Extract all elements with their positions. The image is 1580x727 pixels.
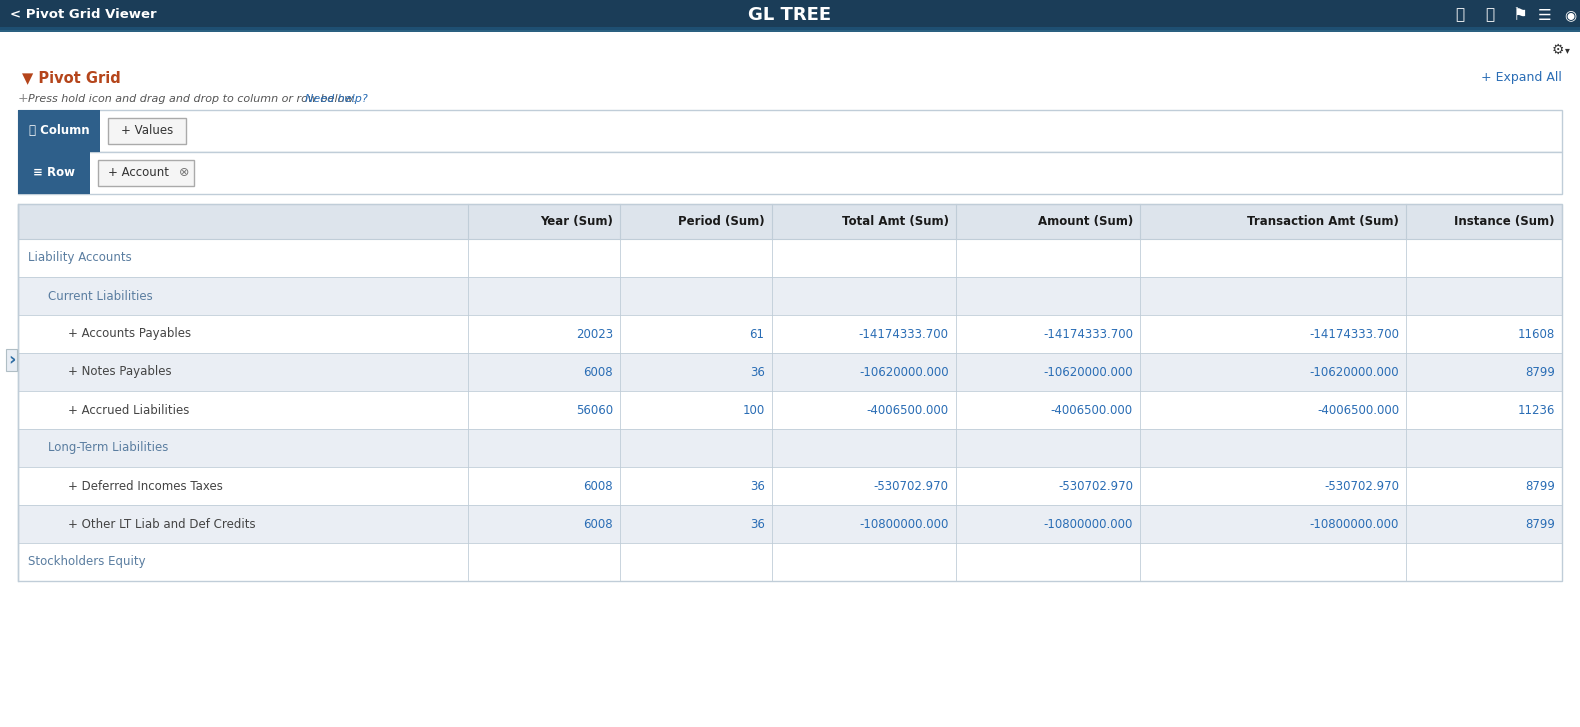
Text: + Other LT Liab and Def Credits: + Other LT Liab and Def Credits: [68, 518, 256, 531]
Text: Instance (Sum): Instance (Sum): [1455, 215, 1555, 228]
Bar: [17, 204, 1563, 239]
Text: Total Amt (Sum): Total Amt (Sum): [842, 215, 948, 228]
Text: Year (Sum): Year (Sum): [540, 215, 613, 228]
Text: 8799: 8799: [1525, 366, 1555, 379]
Text: -14174333.700: -14174333.700: [1310, 327, 1400, 340]
Text: 36: 36: [750, 366, 765, 379]
Text: 36: 36: [750, 480, 765, 492]
Text: ›: ›: [8, 351, 16, 369]
Text: -10800000.000: -10800000.000: [1310, 518, 1400, 531]
Text: Need help?: Need help?: [305, 94, 368, 104]
Text: -14174333.700: -14174333.700: [860, 327, 948, 340]
Text: Period (Sum): Period (Sum): [678, 215, 765, 228]
Text: -530702.970: -530702.970: [1059, 480, 1133, 492]
Text: 6008: 6008: [583, 366, 613, 379]
Text: + Notes Payables: + Notes Payables: [68, 366, 172, 379]
Bar: [17, 277, 1563, 315]
Text: -4006500.000: -4006500.000: [866, 403, 948, 417]
Text: ☰: ☰: [1539, 7, 1552, 23]
Text: Press hold icon and drag and drop to column or row below.: Press hold icon and drag and drop to col…: [28, 94, 356, 104]
Text: + Account: + Account: [107, 166, 169, 180]
Text: 11236: 11236: [1518, 403, 1555, 417]
Bar: [17, 239, 1563, 277]
Text: -10800000.000: -10800000.000: [860, 518, 948, 531]
Text: ≡ Row: ≡ Row: [33, 166, 74, 180]
Text: Current Liabilities: Current Liabilities: [47, 289, 153, 302]
Text: Transaction Amt (Sum): Transaction Amt (Sum): [1247, 215, 1400, 228]
Bar: [17, 204, 1563, 581]
Bar: [17, 110, 1563, 152]
Text: ⚑: ⚑: [1512, 6, 1528, 24]
Text: ⧉ Column: ⧉ Column: [28, 124, 90, 137]
Bar: [0, 30, 1580, 32]
Bar: [17, 315, 1563, 353]
Text: 36: 36: [750, 518, 765, 531]
Text: 20023: 20023: [575, 327, 613, 340]
Bar: [0, 27, 1580, 30]
Text: Stockholders Equity: Stockholders Equity: [28, 555, 145, 569]
Bar: [17, 429, 1563, 467]
Text: 6008: 6008: [583, 480, 613, 492]
Text: -10620000.000: -10620000.000: [1310, 366, 1400, 379]
Text: 8799: 8799: [1525, 518, 1555, 531]
Text: + Deferred Incomes Taxes: + Deferred Incomes Taxes: [68, 480, 223, 492]
Bar: [17, 353, 1563, 391]
Text: -4006500.000: -4006500.000: [1318, 403, 1400, 417]
Text: 🔍: 🔍: [1485, 7, 1495, 23]
Bar: [98, 160, 194, 186]
Bar: [0, 0, 1580, 30]
Text: ⚙: ⚙: [1552, 43, 1564, 57]
Text: Liability Accounts: Liability Accounts: [28, 252, 131, 265]
Bar: [17, 152, 1563, 194]
Text: 56060: 56060: [575, 403, 613, 417]
Text: -530702.970: -530702.970: [874, 480, 948, 492]
Text: -4006500.000: -4006500.000: [1051, 403, 1133, 417]
Bar: [17, 505, 1563, 543]
Text: + Values: + Values: [122, 124, 174, 137]
Text: -14174333.700: -14174333.700: [1043, 327, 1133, 340]
Text: ▾: ▾: [1564, 45, 1569, 55]
Text: + Expand All: + Expand All: [1480, 71, 1563, 84]
Text: ▼ Pivot Grid: ▼ Pivot Grid: [22, 71, 120, 86]
Text: GL TREE: GL TREE: [749, 6, 831, 24]
Text: 6008: 6008: [583, 518, 613, 531]
Text: ◉: ◉: [1564, 8, 1577, 22]
Text: + Accrued Liabilities: + Accrued Liabilities: [68, 403, 190, 417]
Text: 11608: 11608: [1518, 327, 1555, 340]
Text: 8799: 8799: [1525, 480, 1555, 492]
Text: 61: 61: [749, 327, 765, 340]
Bar: [17, 543, 1563, 581]
Bar: [17, 467, 1563, 505]
Text: -10620000.000: -10620000.000: [1043, 366, 1133, 379]
Text: < Pivot Grid Viewer: < Pivot Grid Viewer: [9, 9, 156, 22]
Text: Amount (Sum): Amount (Sum): [1038, 215, 1133, 228]
Text: -10620000.000: -10620000.000: [860, 366, 948, 379]
Text: -10800000.000: -10800000.000: [1043, 518, 1133, 531]
Bar: [17, 152, 90, 194]
Bar: [107, 118, 186, 144]
Bar: [17, 391, 1563, 429]
Text: 100: 100: [743, 403, 765, 417]
Text: ⊗: ⊗: [179, 166, 190, 180]
Text: Long-Term Liabilities: Long-Term Liabilities: [47, 441, 169, 454]
Text: -530702.970: -530702.970: [1324, 480, 1400, 492]
Text: 🏠: 🏠: [1455, 7, 1465, 23]
Text: +: +: [17, 92, 28, 105]
Bar: [17, 110, 100, 152]
Text: + Accounts Payables: + Accounts Payables: [68, 327, 191, 340]
